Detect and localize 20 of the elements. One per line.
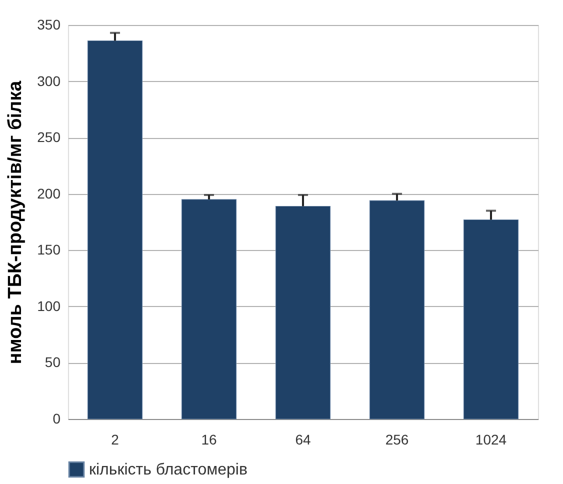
bar bbox=[275, 206, 331, 420]
x-tick-label: 64 bbox=[295, 432, 311, 448]
bar bbox=[181, 199, 237, 420]
y-tick-label: 0 bbox=[52, 410, 61, 426]
legend-label: кількість бластомерів bbox=[89, 462, 248, 478]
y-tick-label: 100 bbox=[37, 298, 61, 314]
x-tick-label: 256 bbox=[385, 432, 409, 448]
y-tick-label: 350 bbox=[37, 16, 61, 32]
y-tick-label: 50 bbox=[44, 354, 61, 370]
y-axis-title: нмоль ТБК-продуктів/мг білка bbox=[5, 80, 26, 364]
bar bbox=[463, 219, 519, 420]
x-tick-label: 16 bbox=[201, 432, 217, 448]
y-tick-label: 250 bbox=[37, 129, 61, 146]
x-tick-label: 1024 bbox=[475, 432, 507, 448]
y-tick-label: 150 bbox=[37, 242, 61, 258]
bar bbox=[369, 200, 425, 420]
bar bbox=[87, 40, 143, 420]
x-tick-label: 2 bbox=[111, 432, 120, 448]
y-tick-label: 200 bbox=[37, 185, 61, 202]
y-tick-label: 300 bbox=[37, 72, 61, 89]
